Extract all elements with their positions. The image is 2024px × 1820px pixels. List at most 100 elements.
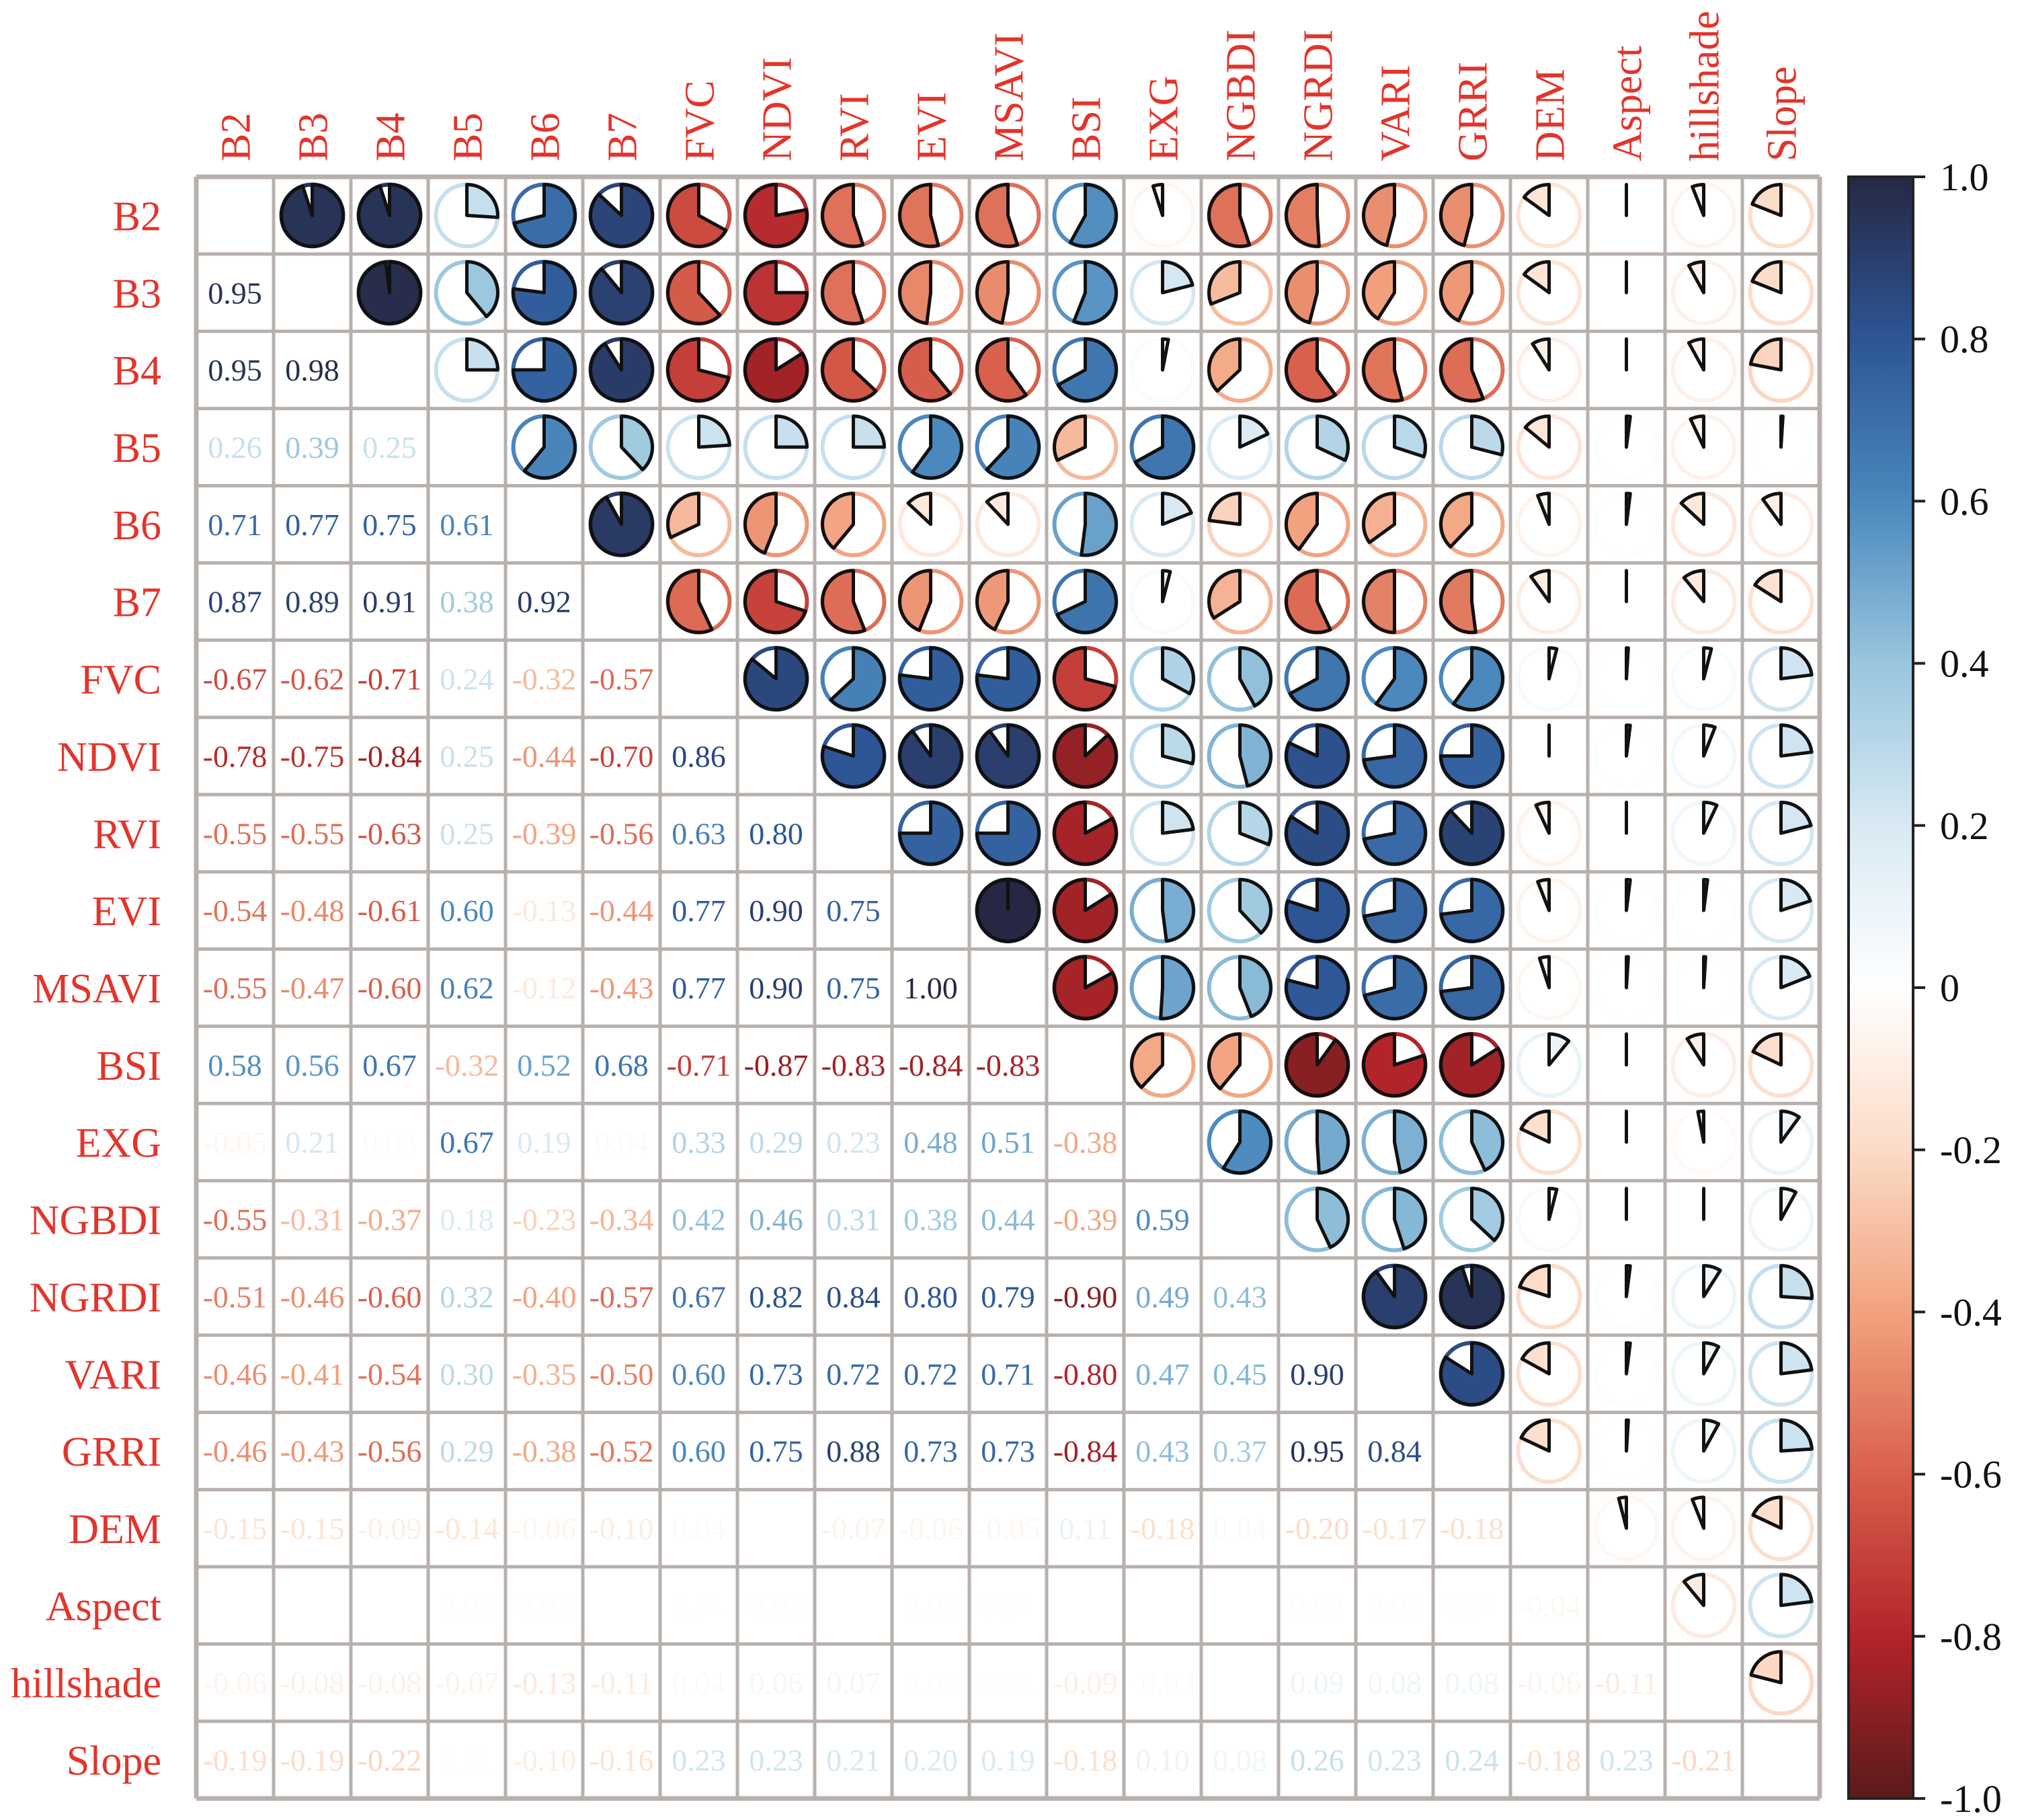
pie-wedge <box>1625 877 1632 912</box>
pie-wedge <box>743 646 809 711</box>
coefficient-label: -0.71 <box>667 1048 731 1082</box>
coefficient-label: -0.23 <box>512 1203 577 1237</box>
coefficient-label: 0.25 <box>440 816 494 850</box>
coefficient-label: 0.48 <box>903 1125 958 1160</box>
coefficient-label: 0.06 <box>749 1666 803 1700</box>
colorbar-gradient <box>1847 175 1914 1800</box>
coefficient-label: 0.63 <box>672 816 726 850</box>
colorbar-tick-label: 1.0 <box>1940 155 1989 199</box>
coefficient-label: -0.21 <box>1672 1743 1736 1778</box>
pie-wedge <box>589 491 654 557</box>
coefficient-label: 0.19 <box>981 1743 1035 1778</box>
coefficient-label: 0.71 <box>981 1357 1035 1391</box>
pie-wedge <box>1470 1109 1504 1172</box>
coefficient-label: 0.43 <box>1213 1279 1267 1314</box>
pie-wedge <box>465 260 499 319</box>
pie-wedge <box>1130 1032 1164 1089</box>
column-label: BSI <box>1064 97 1110 161</box>
coefficient-label: 0.73 <box>749 1357 803 1391</box>
pie-wedge <box>1696 1109 1705 1144</box>
coefficient-label: 0.95 <box>208 353 262 387</box>
pie-wedge <box>975 260 1010 325</box>
coefficient-label: -0.32 <box>435 1048 499 1082</box>
column-label: RVI <box>832 93 878 161</box>
colorbar-tick-label: -0.8 <box>1940 1615 2002 1659</box>
coefficient-label: -0.14 <box>435 1511 499 1546</box>
pie-wedge <box>1053 800 1118 866</box>
coefficient-label: 0.00 <box>1213 1666 1267 1700</box>
pie-wedge <box>512 260 577 325</box>
pie-wedge <box>1779 1263 1814 1300</box>
pie-wedge <box>1362 569 1396 635</box>
coefficient-label: -0.50 <box>590 1357 654 1391</box>
coefficient-label: 0.00 <box>1213 1589 1267 1623</box>
coefficient-label: 0.03 <box>362 1125 417 1160</box>
coefficient-label: 0.37 <box>1213 1434 1267 1468</box>
coefficient-label: 0.08 <box>1367 1666 1422 1700</box>
coefficient-label: -0.06 <box>203 1666 268 1700</box>
pie-wedge <box>1362 491 1396 545</box>
pie-wedge <box>743 337 809 403</box>
pie-wedge <box>1518 1263 1551 1298</box>
pie-wedge <box>1161 800 1195 835</box>
pie-wedge <box>821 260 865 325</box>
pie-wedge <box>1207 1032 1242 1091</box>
coefficient-label: -0.06 <box>512 1511 577 1546</box>
coefficient-label: -0.07 <box>821 1511 886 1546</box>
pie-wedge <box>1519 1418 1551 1453</box>
coefficient-label: 0.01 <box>672 1589 726 1623</box>
coefficient-label: -0.09 <box>358 1511 422 1546</box>
coefficient-label: 0.38 <box>903 1203 958 1237</box>
column-label: Aspect <box>1605 46 1651 161</box>
pie-wedge <box>1537 955 1551 990</box>
coefficient-label: -0.87 <box>744 1048 809 1082</box>
coefficient-label: 0.77 <box>285 508 339 542</box>
coefficient-label: -0.38 <box>1053 1125 1118 1160</box>
pie-wedge <box>1753 569 1783 604</box>
row-label: B7 <box>113 580 161 626</box>
column-label: hillshade <box>1683 11 1728 161</box>
coefficient-label: 0.84 <box>1367 1434 1422 1468</box>
pie-wedge <box>1151 182 1164 217</box>
pie-wedge <box>1362 877 1427 943</box>
pie-wedge <box>1161 260 1195 294</box>
coefficient-label: -0.15 <box>203 1511 268 1546</box>
coefficient-label: 0.00 <box>749 1511 803 1546</box>
pie-wedge <box>1779 646 1814 681</box>
pie-wedge <box>743 182 809 248</box>
row-label: FVC <box>80 658 161 703</box>
coefficient-label: 0.39 <box>285 430 339 465</box>
pie-wedge <box>1055 569 1118 635</box>
pie-wedge <box>1702 1341 1721 1376</box>
pie-wedge <box>666 569 714 635</box>
pie-wedge <box>357 182 422 248</box>
coefficient-label: -0.46 <box>280 1279 345 1314</box>
coefficient-label: -0.55 <box>203 971 268 1005</box>
coefficient-label: 0.72 <box>826 1357 881 1391</box>
coefficient-label: -0.34 <box>590 1203 654 1237</box>
coefficient-label: -0.60 <box>358 971 422 1005</box>
coefficient-label: -0.13 <box>512 1666 577 1700</box>
coefficient-label: 0.24 <box>1445 1743 1499 1778</box>
pie-wedge <box>1470 414 1504 457</box>
pie-wedge <box>1053 646 1117 712</box>
pie-wedge <box>1625 1418 1630 1453</box>
pie-wedge <box>666 491 700 539</box>
coefficient-label: -0.67 <box>203 662 268 697</box>
coefficient-label: 0.02 <box>903 1666 958 1700</box>
pie-wedge <box>1363 955 1427 1021</box>
colorbar-tick-label: 0.2 <box>1940 804 1989 848</box>
coefficient-label: 0.18 <box>440 1203 494 1237</box>
coefficient-label: 0.61 <box>440 508 494 542</box>
coefficient-label: 0.77 <box>672 894 726 928</box>
column-label: VARI <box>1373 65 1419 161</box>
pie-wedge <box>1285 877 1350 943</box>
coefficient-label: 0.56 <box>285 1048 339 1082</box>
coefficient-label: 0.00 <box>362 1589 417 1623</box>
pie-wedge <box>1779 955 1812 990</box>
pie-wedge <box>1238 723 1272 788</box>
row-label: EXG <box>76 1121 161 1166</box>
coefficient-label: 0.20 <box>903 1743 958 1778</box>
pie-wedge <box>1751 1495 1783 1530</box>
coefficient-label: 0.44 <box>981 1203 1035 1237</box>
